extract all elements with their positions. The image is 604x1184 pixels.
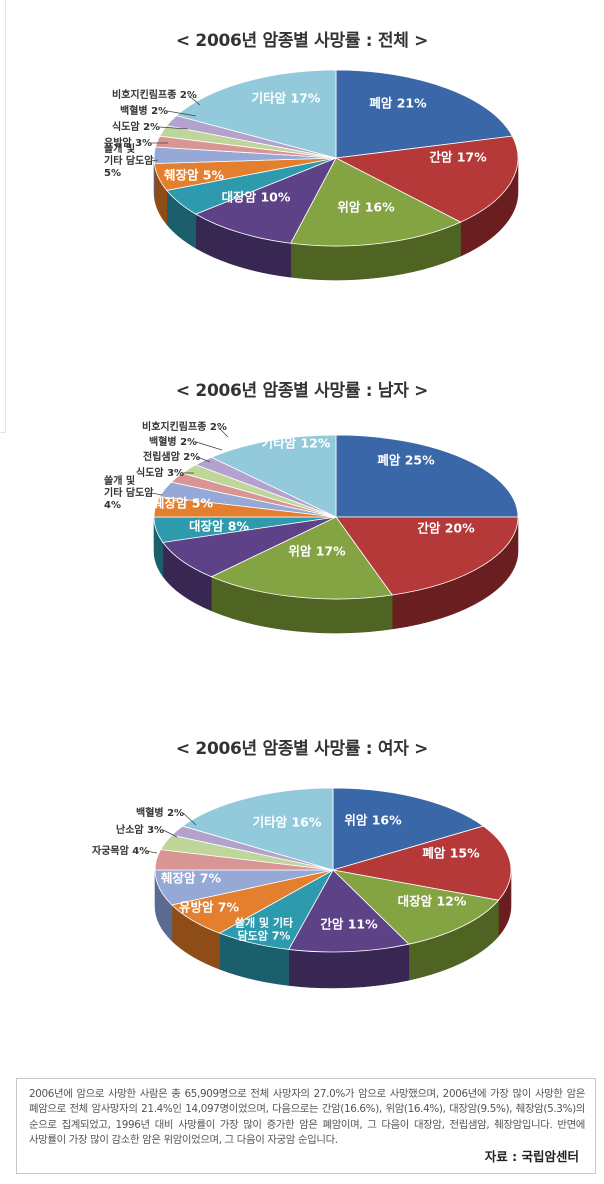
slice-label-outside: 비호지킨림프종 2% — [112, 88, 197, 101]
slice-label-outside: 전립샘암 2% — [143, 450, 200, 463]
chart-title-total: < 2006년 암종별 사망률 : 전체 > — [175, 31, 429, 51]
leader-line — [151, 492, 163, 496]
pie-slice — [335, 516, 519, 596]
pie-slice — [332, 825, 512, 901]
leader-line — [197, 456, 211, 463]
slice-label-outside: 자궁목암 4% — [92, 844, 149, 857]
slice-label: 대장암 12% — [398, 894, 467, 909]
slice-label: 췌장암 5% — [164, 168, 225, 183]
slice-label-outside: 유방암 3% — [104, 136, 152, 149]
pie-slice — [175, 69, 337, 159]
pie-slice — [210, 516, 393, 600]
slice-label-outside: 쓸개 및 — [104, 142, 135, 155]
slice-label: 담도암 7% — [238, 929, 291, 943]
slice-label: 간암 17% — [429, 150, 487, 165]
leader-line — [163, 829, 178, 838]
slice-label-outside: 백혈병 2% — [136, 806, 184, 819]
pie-chart-male: 폐암 25% 간암 20% 위암 17% 대장암 8% 췌장암 5% 기타암 12% 비호지… — [104, 420, 519, 634]
pie-slice — [162, 516, 337, 578]
slice-label: 위암 17% — [288, 544, 346, 559]
pie-slice — [331, 869, 500, 945]
slice-label-outside: 백혈병 2% — [120, 104, 168, 117]
slice-label-outside: 쓸개 및 — [104, 474, 135, 487]
slice-label-outside: 식도암 3% — [136, 466, 184, 479]
pie-slice — [288, 869, 410, 953]
pie-slice — [181, 787, 334, 871]
slice-label-outside: 식도암 2% — [112, 120, 160, 133]
pie-slice — [335, 434, 519, 518]
leader-line — [217, 426, 229, 438]
leader-line — [151, 159, 159, 162]
left-divider-tick — [0, 432, 6, 433]
slice-label: 폐암 15% — [422, 846, 480, 861]
leader-line — [187, 94, 201, 106]
leader-line — [146, 850, 158, 854]
summary-note-text: 2006년에 암으로 사망한 사람은 총 65,909명으로 전체 사망자의 2… — [29, 1088, 585, 1147]
pie-chart-total: 폐암 21% 간암 17% 위암 16% 대장암 10% 췌장암 5% 기타암 17% 비호… — [104, 69, 519, 281]
slice-label: 쓸개 및 기타 — [235, 916, 294, 930]
pie-slice — [290, 157, 462, 247]
slice-label: 간암 20% — [417, 521, 475, 536]
slice-label-outside: 백혈병 2% — [149, 435, 197, 448]
chart-title-female: < 2006년 암종별 사망률 : 여자 > — [175, 739, 429, 759]
slice-label-outside: 5% — [104, 168, 121, 179]
slice-label: 기타암 17% — [252, 91, 321, 106]
slice-label-outside: 비호지킨림프종 2% — [142, 420, 227, 433]
pie-slice — [210, 434, 337, 518]
slice-label: 기타암 16% — [253, 815, 322, 830]
slice-label: 폐암 21% — [369, 96, 427, 111]
left-divider-line — [5, 0, 6, 432]
slice-label: 폐암 25% — [377, 453, 435, 468]
pie-slice — [335, 69, 513, 159]
slice-label: 대장암 8% — [189, 519, 250, 534]
slice-label-outside: 기타 담도암 — [104, 486, 154, 499]
slice-label: 유방암 7% — [179, 900, 240, 915]
leader-line — [159, 126, 189, 130]
leader-line — [182, 812, 197, 826]
leader-line — [167, 110, 197, 117]
slice-label-outside: 기타 담도암 — [104, 154, 154, 167]
leader-line — [196, 441, 223, 451]
slice-label-outside: 난소암 3% — [116, 823, 164, 836]
slice-label: 위암 16% — [344, 813, 402, 828]
slice-label: 간암 11% — [320, 917, 378, 932]
chart-title-male: < 2006년 암종별 사망률 : 남자 > — [175, 381, 429, 401]
slice-label: 대장암 10% — [222, 190, 291, 205]
pie-slice — [332, 787, 485, 871]
slice-label: 췌장암 5% — [153, 496, 214, 511]
slice-label-outside: 4% — [104, 500, 121, 511]
pie-slice — [334, 135, 519, 223]
slice-label: 기타암 12% — [262, 436, 331, 451]
slice-label: 췌장암 7% — [161, 871, 222, 886]
data-source: 자료 : 국립암센터 — [484, 1149, 579, 1164]
pie-slice — [194, 157, 337, 244]
summary-note-box: 2006년에 암으로 사망한 사람은 총 65,909명으로 전체 사망자의 2… — [16, 1078, 596, 1174]
slice-label: 위암 16% — [337, 200, 395, 215]
